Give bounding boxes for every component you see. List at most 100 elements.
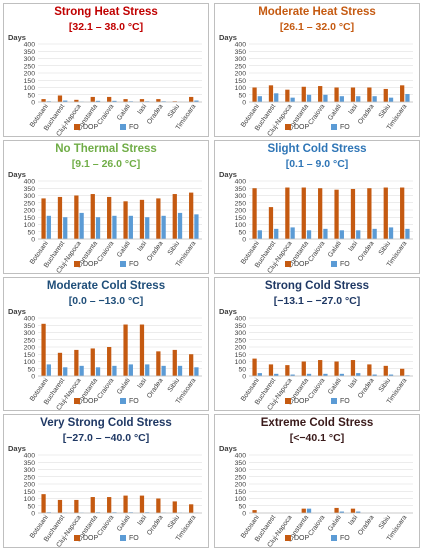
bar-dop bbox=[268, 207, 274, 239]
y-tick-label: 100 bbox=[24, 85, 36, 92]
chart-title: Moderate Heat Stress bbox=[258, 6, 376, 18]
bar-dop bbox=[367, 364, 372, 376]
chart-title: Very Strong Cold Stress bbox=[40, 417, 172, 429]
bar-dop bbox=[301, 187, 306, 239]
bar-dop bbox=[268, 85, 274, 102]
bar-dop bbox=[156, 351, 161, 376]
y-tick-label: 50 bbox=[238, 503, 246, 510]
legend-label: FO bbox=[129, 398, 139, 405]
bar-fo bbox=[388, 227, 394, 239]
chart-range: [26.1 – 32.0 °C] bbox=[279, 21, 355, 33]
legend-label: DOP bbox=[294, 535, 310, 542]
bar-dop bbox=[57, 95, 63, 102]
y-tick-label: 400 bbox=[24, 453, 36, 460]
bar-fo bbox=[388, 97, 394, 102]
bar-chart: Days050100150200250300350400BotosaniBuch… bbox=[219, 170, 413, 273]
x-tick-label: Sibiu bbox=[378, 514, 393, 531]
bar-chart: Days050100150200250300350400BotosaniBuch… bbox=[219, 307, 413, 410]
x-tick-label: Craiova bbox=[307, 377, 326, 400]
y-tick-label: 400 bbox=[235, 316, 247, 323]
legend-swatch bbox=[285, 535, 291, 541]
legend-label: DOP bbox=[83, 535, 99, 542]
bar-dop bbox=[107, 96, 112, 102]
bar-fo bbox=[63, 367, 68, 376]
bar-fo bbox=[339, 96, 344, 102]
chart-panel: Moderate Cold Stress [0.0 – −13.0 °C] Days… bbox=[3, 277, 209, 411]
x-tick-label: Craiova bbox=[96, 377, 115, 400]
bar-dop bbox=[383, 187, 388, 239]
bar-dop bbox=[189, 96, 194, 102]
bar-dop bbox=[107, 497, 112, 513]
legend-swatch bbox=[285, 124, 291, 130]
x-tick-label: Iasi bbox=[136, 103, 148, 116]
bar-dop bbox=[285, 89, 290, 102]
bar-fo bbox=[372, 374, 377, 376]
legend-label: DOP bbox=[83, 124, 99, 131]
y-axis-label: Days bbox=[8, 444, 26, 453]
y-tick-label: 400 bbox=[24, 316, 36, 323]
legend-label: DOP bbox=[83, 261, 99, 268]
chart-title: Slight Cold Stress bbox=[267, 143, 367, 155]
bar-dop bbox=[189, 192, 194, 239]
bar-dop bbox=[318, 86, 323, 102]
legend-swatch bbox=[120, 398, 126, 404]
chart-title: Extreme Cold Stress bbox=[260, 417, 374, 429]
legend-swatch bbox=[285, 261, 291, 267]
chart-title: Moderate Cold Stress bbox=[46, 280, 166, 292]
bar-fo bbox=[161, 215, 166, 239]
y-tick-label: 150 bbox=[235, 78, 247, 85]
bar-fo bbox=[339, 373, 344, 376]
y-tick-label: 350 bbox=[235, 460, 247, 467]
y-tick-label: 100 bbox=[235, 222, 247, 229]
y-tick-label: 50 bbox=[238, 366, 246, 373]
x-tick-label: Iasi bbox=[347, 514, 359, 527]
y-tick-label: 100 bbox=[235, 496, 247, 503]
y-tick-label: 250 bbox=[24, 474, 36, 481]
y-tick-label: 300 bbox=[24, 193, 36, 200]
y-tick-label: 150 bbox=[235, 215, 247, 222]
legend-label: FO bbox=[129, 124, 139, 131]
legend-label: DOP bbox=[83, 398, 99, 405]
bar-fo bbox=[274, 93, 279, 102]
y-tick-label: 0 bbox=[242, 237, 246, 244]
bar-dop bbox=[350, 508, 356, 513]
x-tick-label: Craiova bbox=[307, 240, 326, 263]
x-tick-label: Oradea bbox=[146, 103, 165, 126]
bar-fo bbox=[79, 212, 84, 239]
y-tick-label: 300 bbox=[235, 193, 247, 200]
legend-label: FO bbox=[340, 535, 350, 542]
chart-range: [<−40.1 °C] bbox=[289, 432, 345, 444]
bar-fo bbox=[257, 96, 262, 102]
bar-fo bbox=[339, 230, 344, 239]
chart-range: [−13.1 – −27.0 °C] bbox=[273, 295, 361, 307]
x-tick-label: Galati bbox=[327, 103, 343, 122]
y-tick-label: 100 bbox=[24, 222, 36, 229]
x-tick-label: Oradea bbox=[357, 240, 376, 263]
bar-dop bbox=[350, 360, 356, 376]
legend-swatch bbox=[120, 124, 126, 130]
bar-dop bbox=[367, 188, 372, 239]
legend-swatch bbox=[74, 261, 80, 267]
x-tick-label: Sibiu bbox=[167, 103, 182, 120]
bar-dop bbox=[383, 365, 388, 376]
chart-range: [−27.0 – −40.0 °C] bbox=[62, 432, 150, 444]
bar-dop bbox=[123, 495, 128, 513]
y-tick-label: 150 bbox=[24, 489, 36, 496]
chart-title: Strong Cold Stress bbox=[264, 280, 370, 292]
bar-fo bbox=[194, 367, 199, 376]
x-tick-label: Oradea bbox=[357, 103, 376, 126]
bar-dop bbox=[252, 87, 257, 102]
bar-fo bbox=[128, 364, 133, 376]
legend-swatch bbox=[120, 261, 126, 267]
x-tick-label: Oradea bbox=[146, 240, 165, 263]
bar-dop bbox=[285, 187, 290, 239]
legend-label: FO bbox=[340, 398, 350, 405]
bar-fo bbox=[46, 215, 51, 239]
bar-fo bbox=[95, 217, 101, 239]
chart-title: Strong Heat Stress bbox=[54, 6, 158, 18]
bar-fo bbox=[63, 100, 68, 102]
x-tick-label: Craiova bbox=[96, 240, 115, 263]
bar-chart: Days050100150200250300350400BotosaniBuch… bbox=[8, 170, 202, 273]
y-tick-label: 350 bbox=[235, 49, 247, 56]
bar-fo bbox=[63, 217, 68, 239]
